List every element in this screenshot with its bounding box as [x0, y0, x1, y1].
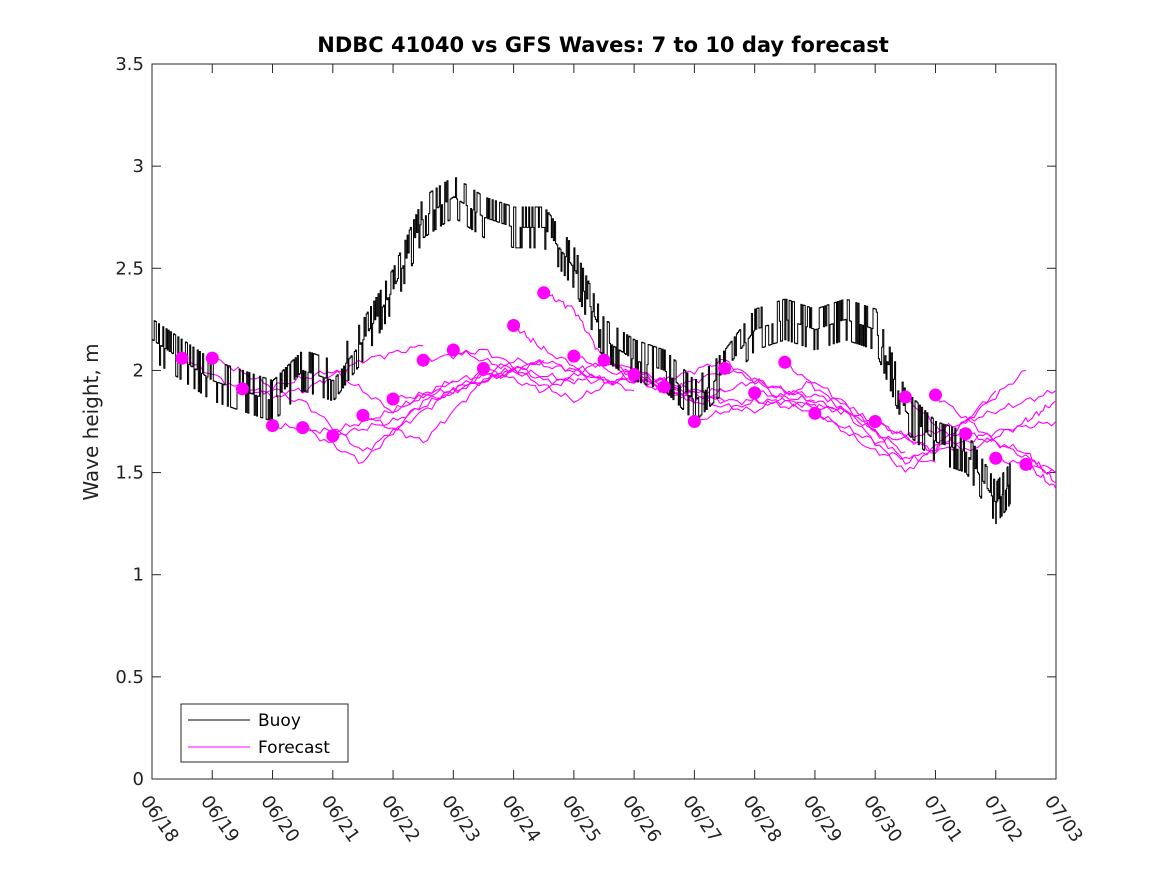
x-tick-label: 06/23	[437, 792, 484, 847]
legend-box	[180, 703, 349, 763]
forecast-marker	[446, 343, 460, 357]
forecast-run-line	[422, 348, 665, 386]
forecast-marker	[235, 382, 249, 396]
x-tick-label: 06/26	[618, 792, 665, 847]
y-axis-ticks: 0 0.5 1 1.5 2 2.5 3 3.5	[115, 54, 1056, 790]
y-tick-label: 2	[133, 360, 144, 381]
forecast-marker	[928, 388, 942, 402]
x-tick-label: 06/19	[196, 792, 243, 847]
forecast-marker	[416, 353, 430, 367]
buoy-line	[152, 177, 1011, 525]
forecast-marker	[748, 386, 762, 400]
x-tick-label: 06/21	[317, 792, 364, 847]
legend-buoy-label: Buoy	[258, 711, 301, 731]
forecast-marker	[537, 286, 551, 300]
series-layer	[152, 177, 1057, 525]
forecast-run-line	[784, 361, 1027, 473]
forecast-marker	[266, 419, 280, 433]
forecast-marker	[778, 355, 792, 369]
forecast-marker	[989, 451, 1003, 465]
forecast-marker	[326, 429, 340, 443]
forecast-markers	[175, 286, 1033, 471]
y-tick-label: 3	[133, 156, 144, 177]
x-tick-label: 06/30	[859, 792, 906, 847]
forecast-marker	[1019, 457, 1033, 471]
forecast-run-line	[1025, 464, 1057, 490]
forecast-marker	[567, 349, 581, 363]
x-tick-label: 06/20	[256, 792, 303, 847]
forecast-marker	[898, 390, 912, 404]
y-tick-label: 0	[133, 769, 144, 790]
forecast-run-line	[513, 325, 725, 402]
y-tick-label: 1.5	[115, 463, 144, 484]
x-tick-label: 06/29	[799, 792, 846, 847]
x-tick-label: 06/28	[739, 792, 786, 847]
forecast-marker	[627, 368, 641, 382]
x-tick-label: 06/18	[136, 792, 183, 847]
forecast-run-line	[875, 420, 1057, 454]
forecast-marker	[356, 408, 370, 422]
y-tick-label: 3.5	[115, 54, 144, 75]
legend-forecast-label: Forecast	[258, 738, 330, 758]
legend: Buoy Forecast	[180, 703, 349, 763]
forecast-marker	[476, 361, 490, 375]
forecast-run-line	[181, 344, 424, 396]
forecast-marker	[959, 427, 973, 441]
forecast-run-line	[302, 359, 545, 465]
forecast-marker	[657, 380, 671, 394]
plot-area: 0 0.5 1 1.5 2 2.5 3 3.5 06/18 06/19 06/20 06/21 06/…	[115, 54, 1087, 846]
forecast-marker	[507, 318, 521, 332]
forecast-marker	[175, 351, 189, 365]
x-tick-label: 06/22	[377, 792, 424, 847]
forecast-marker	[868, 415, 882, 428]
forecast-run-line	[272, 367, 514, 435]
forecast-marker	[296, 421, 310, 435]
forecast-marker	[808, 406, 822, 420]
x-tick-label: 06/24	[498, 792, 545, 847]
forecast-run-line	[332, 366, 575, 437]
forecast-marker	[205, 351, 219, 365]
y-axis-label: Wave height, m	[79, 343, 103, 500]
forecast-marker	[718, 361, 732, 375]
x-tick-label: 06/27	[678, 792, 725, 847]
x-tick-label: 06/25	[558, 792, 605, 847]
forecast-marker	[687, 415, 701, 428]
x-tick-label: 07/02	[980, 792, 1027, 847]
forecast-run-line	[242, 369, 484, 452]
x-tick-label: 07/01	[919, 792, 966, 847]
y-tick-label: 0.5	[115, 667, 144, 688]
chart-title: NDBC 41040 vs GFS Waves: 7 to 10 day for…	[317, 33, 888, 57]
forecast-marker	[386, 392, 400, 406]
y-tick-label: 2.5	[115, 258, 144, 279]
x-tick-label: 07/03	[1040, 792, 1087, 847]
forecast-marker	[597, 353, 611, 367]
forecast-run-line	[392, 357, 635, 400]
y-tick-label: 1	[133, 565, 144, 586]
